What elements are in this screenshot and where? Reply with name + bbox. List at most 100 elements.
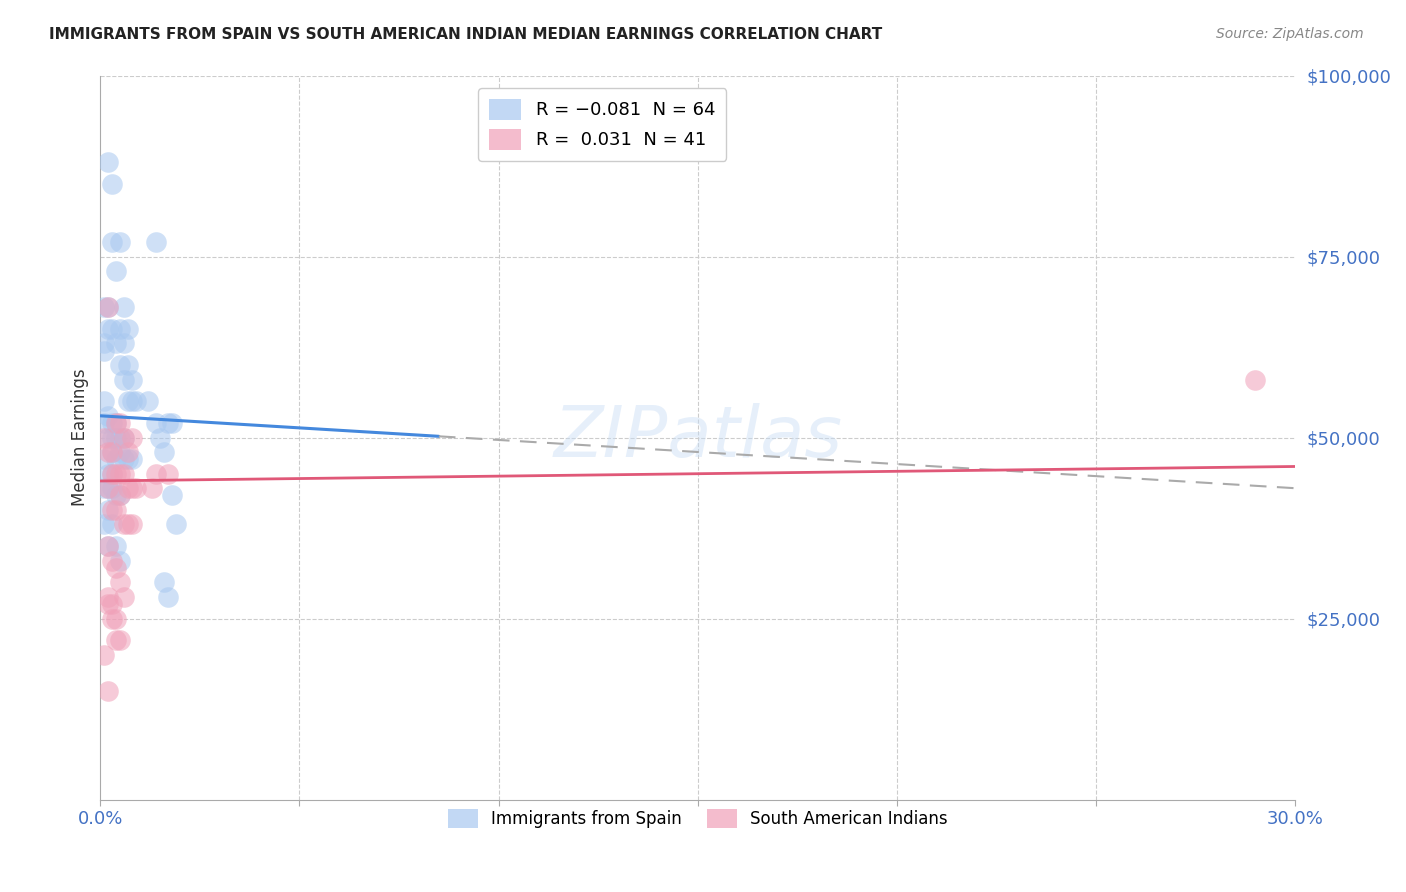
- Point: [117, 481, 139, 495]
- Point: [153, 575, 176, 590]
- Point: [121, 517, 143, 532]
- Point: [93, 452, 115, 467]
- Point: [97, 597, 120, 611]
- Point: [136, 394, 159, 409]
- Legend: Immigrants from Spain, South American Indians: Immigrants from Spain, South American In…: [441, 802, 955, 835]
- Point: [97, 322, 120, 336]
- Point: [105, 539, 128, 553]
- Point: [97, 503, 120, 517]
- Point: [125, 481, 148, 495]
- Point: [93, 430, 115, 444]
- Point: [93, 648, 115, 662]
- Point: [105, 561, 128, 575]
- Point: [93, 416, 115, 430]
- Point: [121, 430, 143, 444]
- Point: [105, 488, 128, 502]
- Text: ZIPatlas: ZIPatlas: [553, 403, 842, 472]
- Point: [125, 394, 148, 409]
- Point: [110, 488, 132, 502]
- Point: [97, 155, 120, 169]
- Point: [101, 481, 124, 495]
- Point: [101, 177, 124, 191]
- Point: [121, 373, 143, 387]
- Point: [97, 539, 120, 553]
- Point: [97, 539, 120, 553]
- Point: [112, 300, 135, 314]
- Point: [97, 430, 120, 444]
- Text: IMMIGRANTS FROM SPAIN VS SOUTH AMERICAN INDIAN MEDIAN EARNINGS CORRELATION CHART: IMMIGRANTS FROM SPAIN VS SOUTH AMERICAN …: [49, 27, 883, 42]
- Point: [101, 235, 124, 249]
- Point: [110, 488, 132, 502]
- Point: [157, 590, 180, 604]
- Point: [145, 467, 167, 481]
- Point: [101, 553, 124, 567]
- Point: [117, 322, 139, 336]
- Point: [110, 553, 132, 567]
- Point: [121, 394, 143, 409]
- Point: [110, 358, 132, 372]
- Point: [93, 481, 115, 495]
- Point: [112, 336, 135, 351]
- Point: [145, 235, 167, 249]
- Point: [110, 235, 132, 249]
- Point: [110, 445, 132, 459]
- Point: [93, 517, 115, 532]
- Point: [105, 416, 128, 430]
- Point: [105, 452, 128, 467]
- Point: [101, 467, 124, 481]
- Point: [97, 590, 120, 604]
- Point: [101, 322, 124, 336]
- Point: [165, 517, 187, 532]
- Point: [101, 611, 124, 625]
- Point: [97, 300, 120, 314]
- Point: [97, 481, 120, 495]
- Point: [110, 575, 132, 590]
- Point: [110, 430, 132, 444]
- Point: [145, 416, 167, 430]
- Point: [97, 467, 120, 481]
- Point: [110, 467, 132, 481]
- Point: [101, 445, 124, 459]
- Point: [105, 430, 128, 444]
- Point: [93, 300, 115, 314]
- Point: [117, 452, 139, 467]
- Point: [101, 416, 124, 430]
- Point: [110, 416, 132, 430]
- Point: [101, 430, 124, 444]
- Point: [112, 517, 135, 532]
- Point: [112, 467, 135, 481]
- Point: [117, 445, 139, 459]
- Point: [149, 430, 172, 444]
- Point: [117, 517, 139, 532]
- Point: [160, 416, 183, 430]
- Point: [112, 430, 135, 444]
- Point: [105, 416, 128, 430]
- Point: [112, 430, 135, 444]
- Point: [112, 590, 135, 604]
- Point: [105, 467, 128, 481]
- Point: [97, 684, 120, 698]
- Point: [121, 481, 143, 495]
- Point: [112, 373, 135, 387]
- Point: [101, 597, 124, 611]
- Point: [160, 488, 183, 502]
- Point: [121, 452, 143, 467]
- Point: [105, 264, 128, 278]
- Point: [101, 467, 124, 481]
- Point: [117, 358, 139, 372]
- Point: [105, 336, 128, 351]
- Point: [105, 611, 128, 625]
- Point: [101, 445, 124, 459]
- Point: [1244, 373, 1267, 387]
- Point: [97, 445, 120, 459]
- Text: Source: ZipAtlas.com: Source: ZipAtlas.com: [1216, 27, 1364, 41]
- Point: [93, 336, 115, 351]
- Point: [101, 503, 124, 517]
- Point: [93, 343, 115, 358]
- Y-axis label: Median Earnings: Median Earnings: [72, 368, 89, 507]
- Point: [141, 481, 163, 495]
- Point: [101, 517, 124, 532]
- Point: [157, 467, 180, 481]
- Point: [110, 633, 132, 648]
- Point: [93, 394, 115, 409]
